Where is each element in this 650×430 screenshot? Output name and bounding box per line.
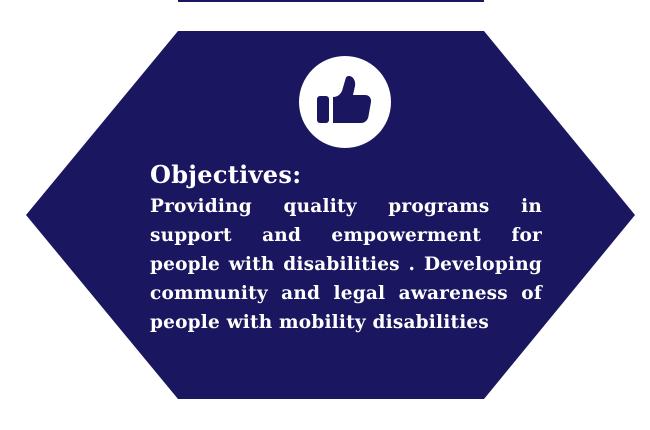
objectives-colon: :: [292, 160, 302, 189]
objectives-heading: Objectives:: [150, 160, 542, 190]
thumbs-up-icon: [299, 56, 391, 148]
objectives-content: Objectives: Providing quality programs i…: [150, 160, 542, 337]
objectives-description: Providing quality programs in support an…: [150, 196, 542, 333]
hexagon-shape: [26, 31, 635, 399]
objectives-title: Objectives: [150, 160, 293, 189]
top-divider-line: [178, 0, 484, 2]
